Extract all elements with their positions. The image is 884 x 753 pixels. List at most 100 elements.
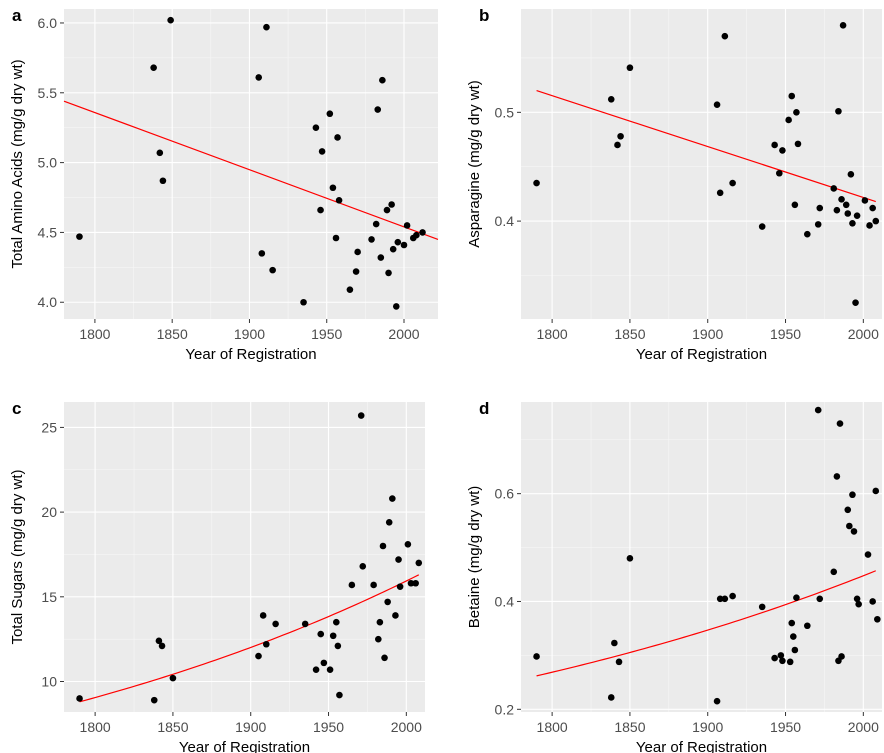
- panel-letter: c: [12, 399, 21, 418]
- y-tick-label: 10: [41, 674, 57, 690]
- x-tick-label: 1900: [234, 326, 265, 342]
- x-tick-label: 1950: [770, 326, 801, 342]
- data-point: [346, 286, 354, 293]
- data-point: [403, 222, 411, 229]
- data-point: [159, 177, 167, 185]
- data-point: [370, 581, 377, 589]
- data-point: [381, 654, 388, 662]
- data-point: [392, 303, 400, 310]
- data-point: [785, 116, 792, 124]
- data-point: [158, 642, 166, 650]
- data-point: [804, 230, 811, 238]
- data-point: [793, 594, 800, 602]
- data-point: [167, 16, 174, 24]
- x-tick-label: 1850: [157, 719, 188, 735]
- y-tick-label: 0.4: [495, 213, 515, 229]
- data-point: [76, 695, 83, 702]
- data-point: [379, 542, 387, 550]
- data-point: [269, 266, 276, 274]
- data-point: [155, 637, 163, 645]
- data-point: [842, 201, 850, 209]
- data-point: [376, 618, 384, 626]
- x-tick-label: 2000: [848, 719, 879, 735]
- data-point: [729, 179, 736, 187]
- data-point: [874, 615, 881, 623]
- data-point: [396, 583, 404, 590]
- data-point: [626, 64, 634, 72]
- y-axis-title: Asparagine (mg/g dry wt): [466, 80, 483, 248]
- data-point: [721, 32, 729, 40]
- panel-letter: a: [12, 6, 22, 25]
- data-point: [611, 639, 618, 647]
- data-point: [377, 254, 385, 261]
- data-point: [150, 64, 157, 71]
- data-point: [354, 248, 361, 256]
- x-axis-title: Year of Registration: [636, 739, 767, 753]
- data-point: [836, 420, 844, 427]
- data-point: [372, 220, 380, 228]
- plot-background: [521, 9, 882, 319]
- x-tick-label: 1900: [692, 326, 723, 342]
- x-tick-label: 2000: [848, 326, 879, 342]
- plot-background: [64, 402, 425, 712]
- data-point: [839, 22, 847, 29]
- data-point: [804, 622, 811, 630]
- data-point: [607, 95, 615, 103]
- data-point: [729, 592, 736, 600]
- data-point: [329, 184, 337, 192]
- data-point: [395, 556, 402, 563]
- data-point: [721, 595, 729, 603]
- fit-line: [536, 90, 876, 203]
- data-point: [869, 204, 876, 212]
- data-point: [336, 691, 343, 699]
- data-point: [400, 241, 408, 249]
- data-point: [814, 406, 822, 414]
- y-tick-label: 4.5: [38, 224, 58, 240]
- data-point: [713, 697, 721, 705]
- data-point: [838, 653, 845, 660]
- data-point: [332, 234, 340, 242]
- data-point: [389, 495, 396, 502]
- data-point: [626, 555, 634, 562]
- data-point: [791, 646, 799, 654]
- x-tick-label: 2000: [391, 719, 422, 735]
- panel-letter: d: [479, 399, 489, 418]
- y-tick-label: 0.4: [495, 593, 515, 609]
- fit-line: [63, 100, 439, 240]
- data-point: [794, 140, 802, 148]
- x-tick-label: 1800: [537, 326, 568, 342]
- data-point: [838, 196, 845, 203]
- data-point: [850, 528, 858, 535]
- data-point: [318, 148, 326, 155]
- x-axis-title: Year of Registration: [185, 346, 316, 363]
- data-point: [758, 603, 766, 611]
- data-point: [786, 658, 794, 666]
- x-tick-label: 1900: [692, 719, 723, 735]
- data-point: [272, 620, 279, 628]
- panel-letter: b: [479, 6, 489, 25]
- x-tick-label: 1950: [311, 326, 342, 342]
- data-point: [872, 487, 880, 495]
- data-point: [255, 652, 262, 660]
- data-point: [413, 231, 420, 239]
- data-point: [374, 106, 382, 113]
- data-point: [833, 206, 841, 214]
- data-point: [864, 551, 872, 558]
- data-point: [833, 473, 841, 480]
- panel-a: 1800 1850 1900 1950 2000 4.0 4.5 5.0 5.5 6.0 Year …: [9, 6, 439, 363]
- data-point: [853, 595, 861, 603]
- x-tick-label: 1800: [537, 719, 568, 735]
- data-point: [771, 654, 778, 662]
- panel-d: 1800 1850 1900 1950 2000 0.2 0.4 0.6 Year of Reg…: [466, 399, 882, 753]
- data-point: [716, 595, 724, 603]
- data-point: [533, 179, 540, 187]
- data-point: [317, 206, 324, 214]
- x-tick-label: 1900: [235, 719, 266, 735]
- data-point: [779, 657, 786, 665]
- data-point: [404, 540, 412, 548]
- data-point: [312, 124, 320, 131]
- data-point: [326, 110, 334, 118]
- data-point: [329, 632, 337, 640]
- data-point: [872, 217, 880, 225]
